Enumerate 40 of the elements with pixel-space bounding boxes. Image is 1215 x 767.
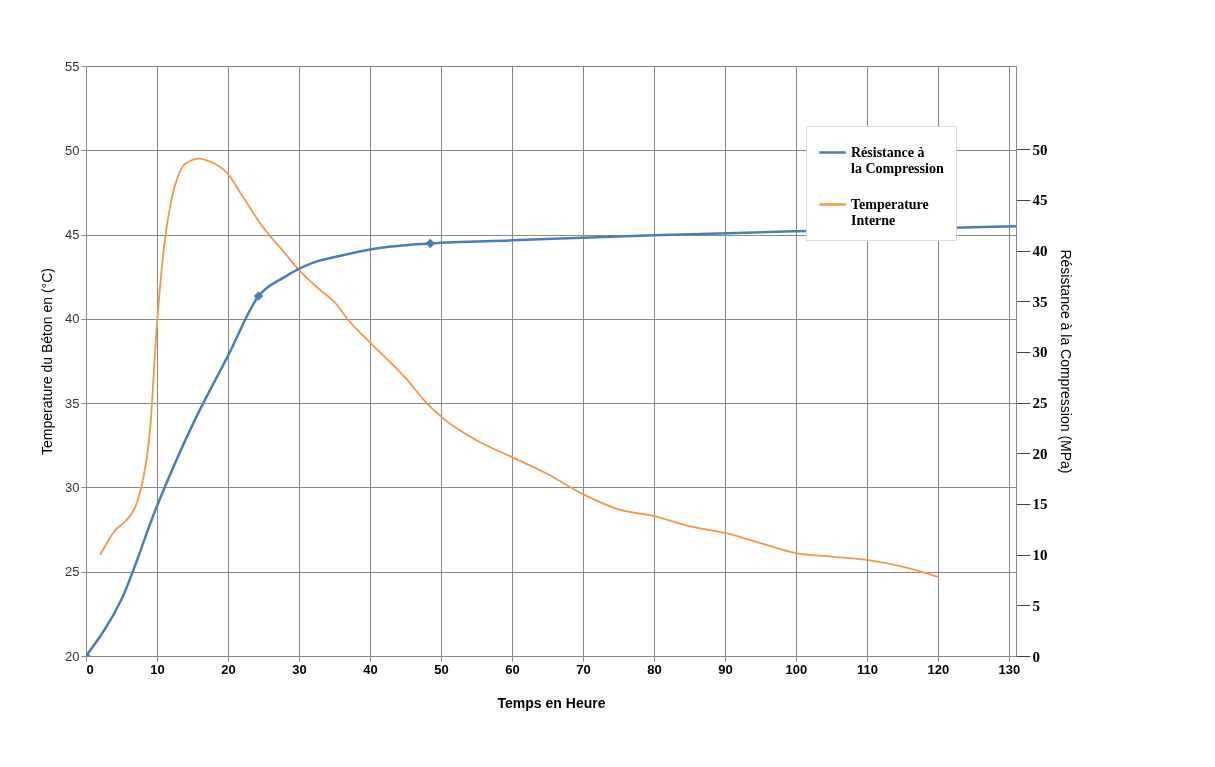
x-tick-label: 90	[718, 661, 733, 677]
point	[425, 238, 436, 249]
x-tick-label: 80	[647, 661, 662, 677]
point	[253, 291, 264, 301]
legend-label: Temperature Interne	[851, 196, 929, 228]
y-tick-label: 30	[65, 479, 80, 495]
legend-label: Résistance à la Compression	[851, 144, 944, 176]
y2-tick-label: 40	[1032, 243, 1048, 259]
x-tick-label: 50	[434, 661, 449, 677]
x-tick-label: 0	[86, 661, 94, 677]
y-tick-label: 20	[65, 648, 80, 664]
x-tick-label: 30	[292, 661, 307, 677]
y-tick-label: 40	[65, 311, 80, 327]
x-tick-label: 60	[505, 661, 520, 677]
x-tick-label: 70	[576, 661, 591, 677]
x-tick-label: 40	[363, 661, 378, 677]
y-tick-label: 25	[65, 564, 80, 580]
y2-tick-label: 20	[1032, 445, 1048, 462]
x-axis-title: Temps en Heure	[497, 694, 606, 711]
y-tick-label: 55	[65, 58, 80, 74]
y2-tick-label: 0	[1032, 648, 1040, 665]
y2-tick-label: 10	[1032, 547, 1048, 564]
y-tick-label: 50	[65, 142, 80, 158]
x-tick-label: 130	[998, 661, 1021, 677]
y2-tick-label: 15	[1032, 496, 1048, 513]
y2-axis-title: Résistance à la Compression (MPa)	[1057, 249, 1074, 474]
y-tick-label: 35	[65, 395, 80, 411]
x-tick-label: 120	[927, 661, 950, 677]
y2-tick-label: 25	[1032, 395, 1048, 412]
x-tick-label: 100	[785, 661, 808, 677]
y2-tick-label: 5	[1032, 597, 1040, 614]
y-axis-title: Temperature du Béton en (°C)	[39, 268, 56, 455]
x-tick-label: 10	[150, 661, 165, 677]
x-tick-label: 110	[856, 661, 878, 677]
y-tick-label: 45	[65, 227, 80, 243]
y2-tick-label: 30	[1032, 344, 1048, 361]
x-tick-label: 20	[221, 661, 236, 677]
y2-tick-label: 35	[1032, 293, 1048, 310]
y2-tick-label: 45	[1032, 192, 1048, 209]
y2-tick-label: 50	[1032, 141, 1048, 158]
